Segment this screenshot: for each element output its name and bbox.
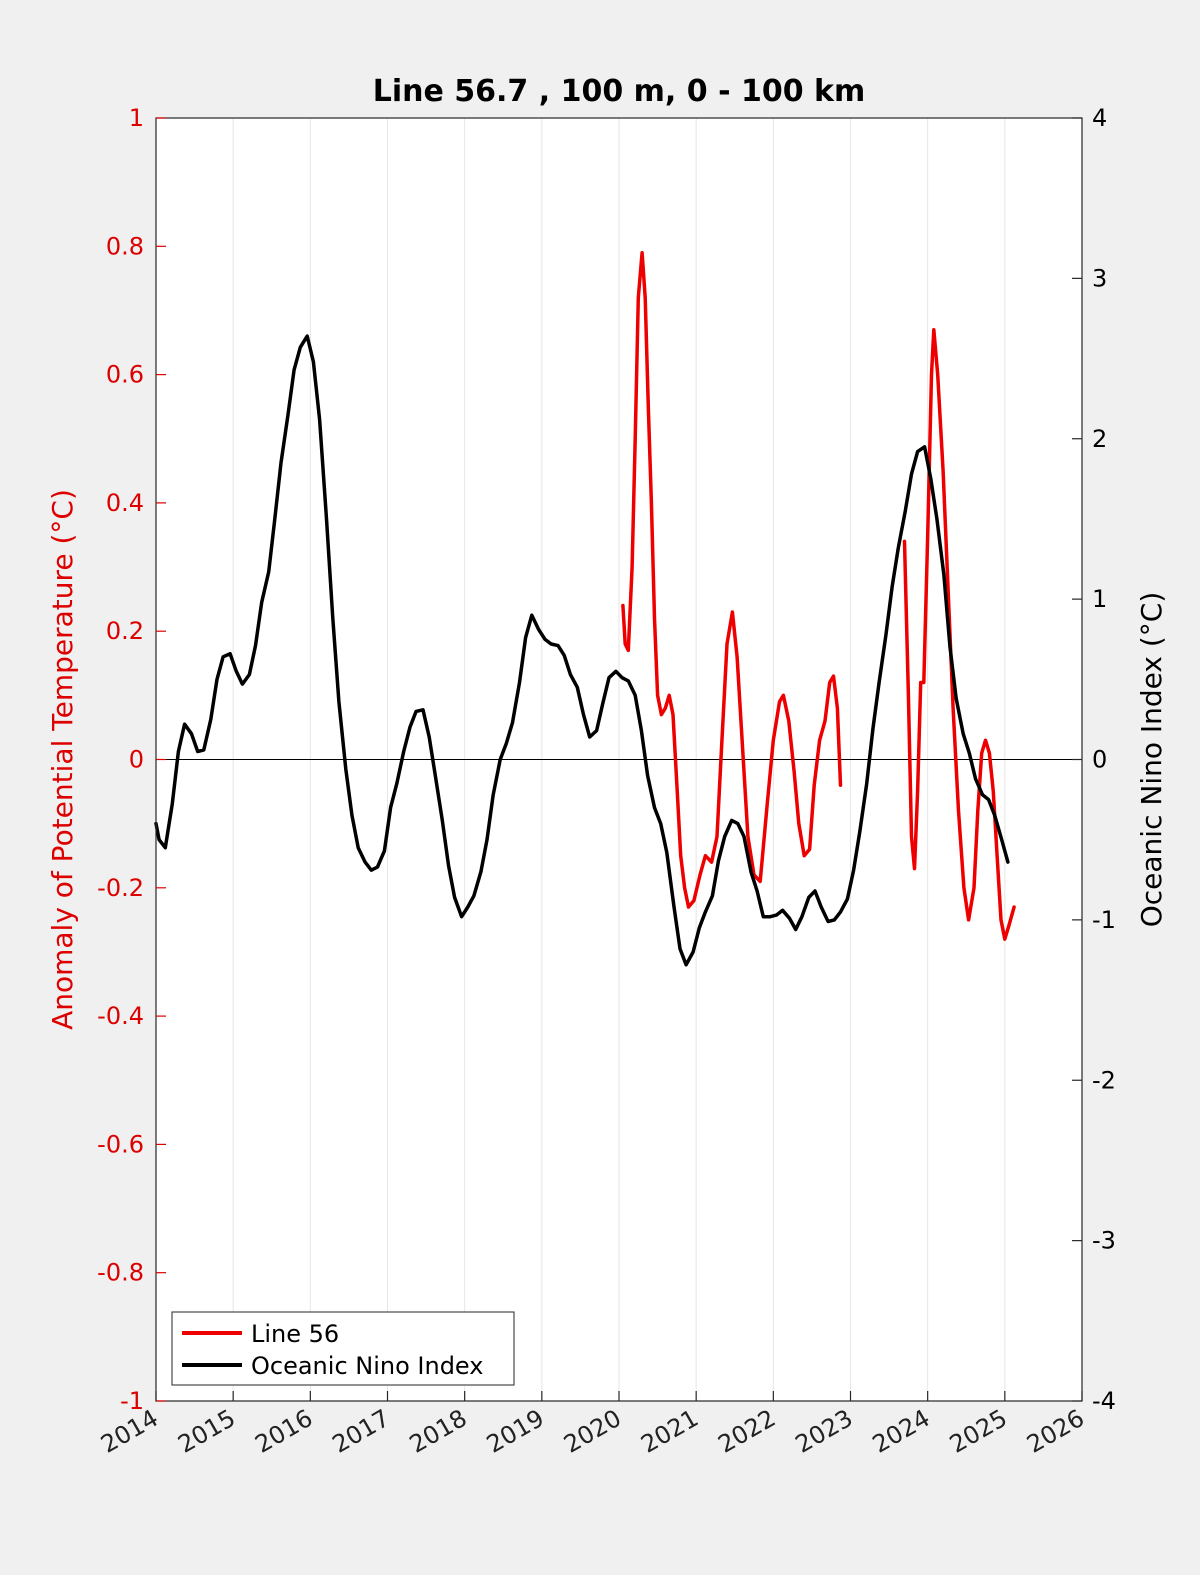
y2-tick-label: -4 bbox=[1092, 1387, 1116, 1415]
legend-box bbox=[171, 1311, 515, 1386]
y2-tick-label: 1 bbox=[1092, 585, 1107, 613]
y-tick-label: -0.2 bbox=[97, 874, 144, 902]
y-tick-label: 0 bbox=[129, 746, 144, 774]
y2-tick-label: -3 bbox=[1092, 1227, 1116, 1255]
y2-tick-label: 2 bbox=[1092, 425, 1107, 453]
y2-tick-label: -2 bbox=[1092, 1066, 1116, 1094]
y2-tick-label: 3 bbox=[1092, 264, 1107, 292]
chart-title: Line 56.7 , 100 m, 0 - 100 km bbox=[373, 74, 866, 109]
series-lines bbox=[154, 250, 1016, 967]
y-tick-label: 0.8 bbox=[106, 232, 144, 260]
y2-tick-label: -1 bbox=[1092, 906, 1116, 934]
y2-axis-label: Oceanic Nino Index (°C) bbox=[1135, 592, 1168, 928]
series-line-oni-segment-0 bbox=[154, 334, 1010, 967]
y-tick-label: 1 bbox=[129, 104, 144, 132]
series-line-line56-segment-1 bbox=[902, 327, 1016, 941]
y-tick-label: -1 bbox=[120, 1387, 144, 1415]
y-tick-label: -0.4 bbox=[97, 1002, 144, 1030]
legend-label-oni: Oceanic Nino Index bbox=[251, 1352, 483, 1380]
series-line-line56-segment-0 bbox=[621, 250, 843, 909]
y2-tick-label: 0 bbox=[1092, 746, 1107, 774]
y-tick-label: 0.6 bbox=[106, 361, 144, 389]
y-tick-label: -0.6 bbox=[97, 1130, 144, 1158]
y-axis-label: Anomaly of Potential Temperature (°C) bbox=[46, 489, 79, 1030]
legend: Line 56 Oceanic Nino Index bbox=[171, 1311, 515, 1386]
y-tick-label: -0.8 bbox=[97, 1259, 144, 1287]
legend-label-line56: Line 56 bbox=[251, 1320, 339, 1348]
y-tick-label: 0.4 bbox=[106, 489, 144, 517]
y-tick-label: 0.2 bbox=[106, 617, 144, 645]
y2-tick-label: 4 bbox=[1092, 104, 1107, 132]
